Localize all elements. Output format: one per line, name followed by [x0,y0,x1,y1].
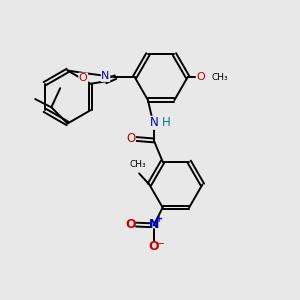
Text: O: O [196,71,205,82]
Text: O: O [79,73,88,83]
Text: H: H [161,116,170,129]
Text: O: O [125,218,136,231]
Text: CH₃: CH₃ [129,160,146,169]
Text: +: + [155,214,163,224]
Text: ⁻: ⁻ [157,240,164,253]
Text: N: N [101,71,110,81]
Text: O: O [148,240,159,253]
Text: N: N [148,218,159,231]
Text: N: N [149,116,158,129]
Text: O: O [126,132,136,146]
Text: CH₃: CH₃ [211,73,228,82]
